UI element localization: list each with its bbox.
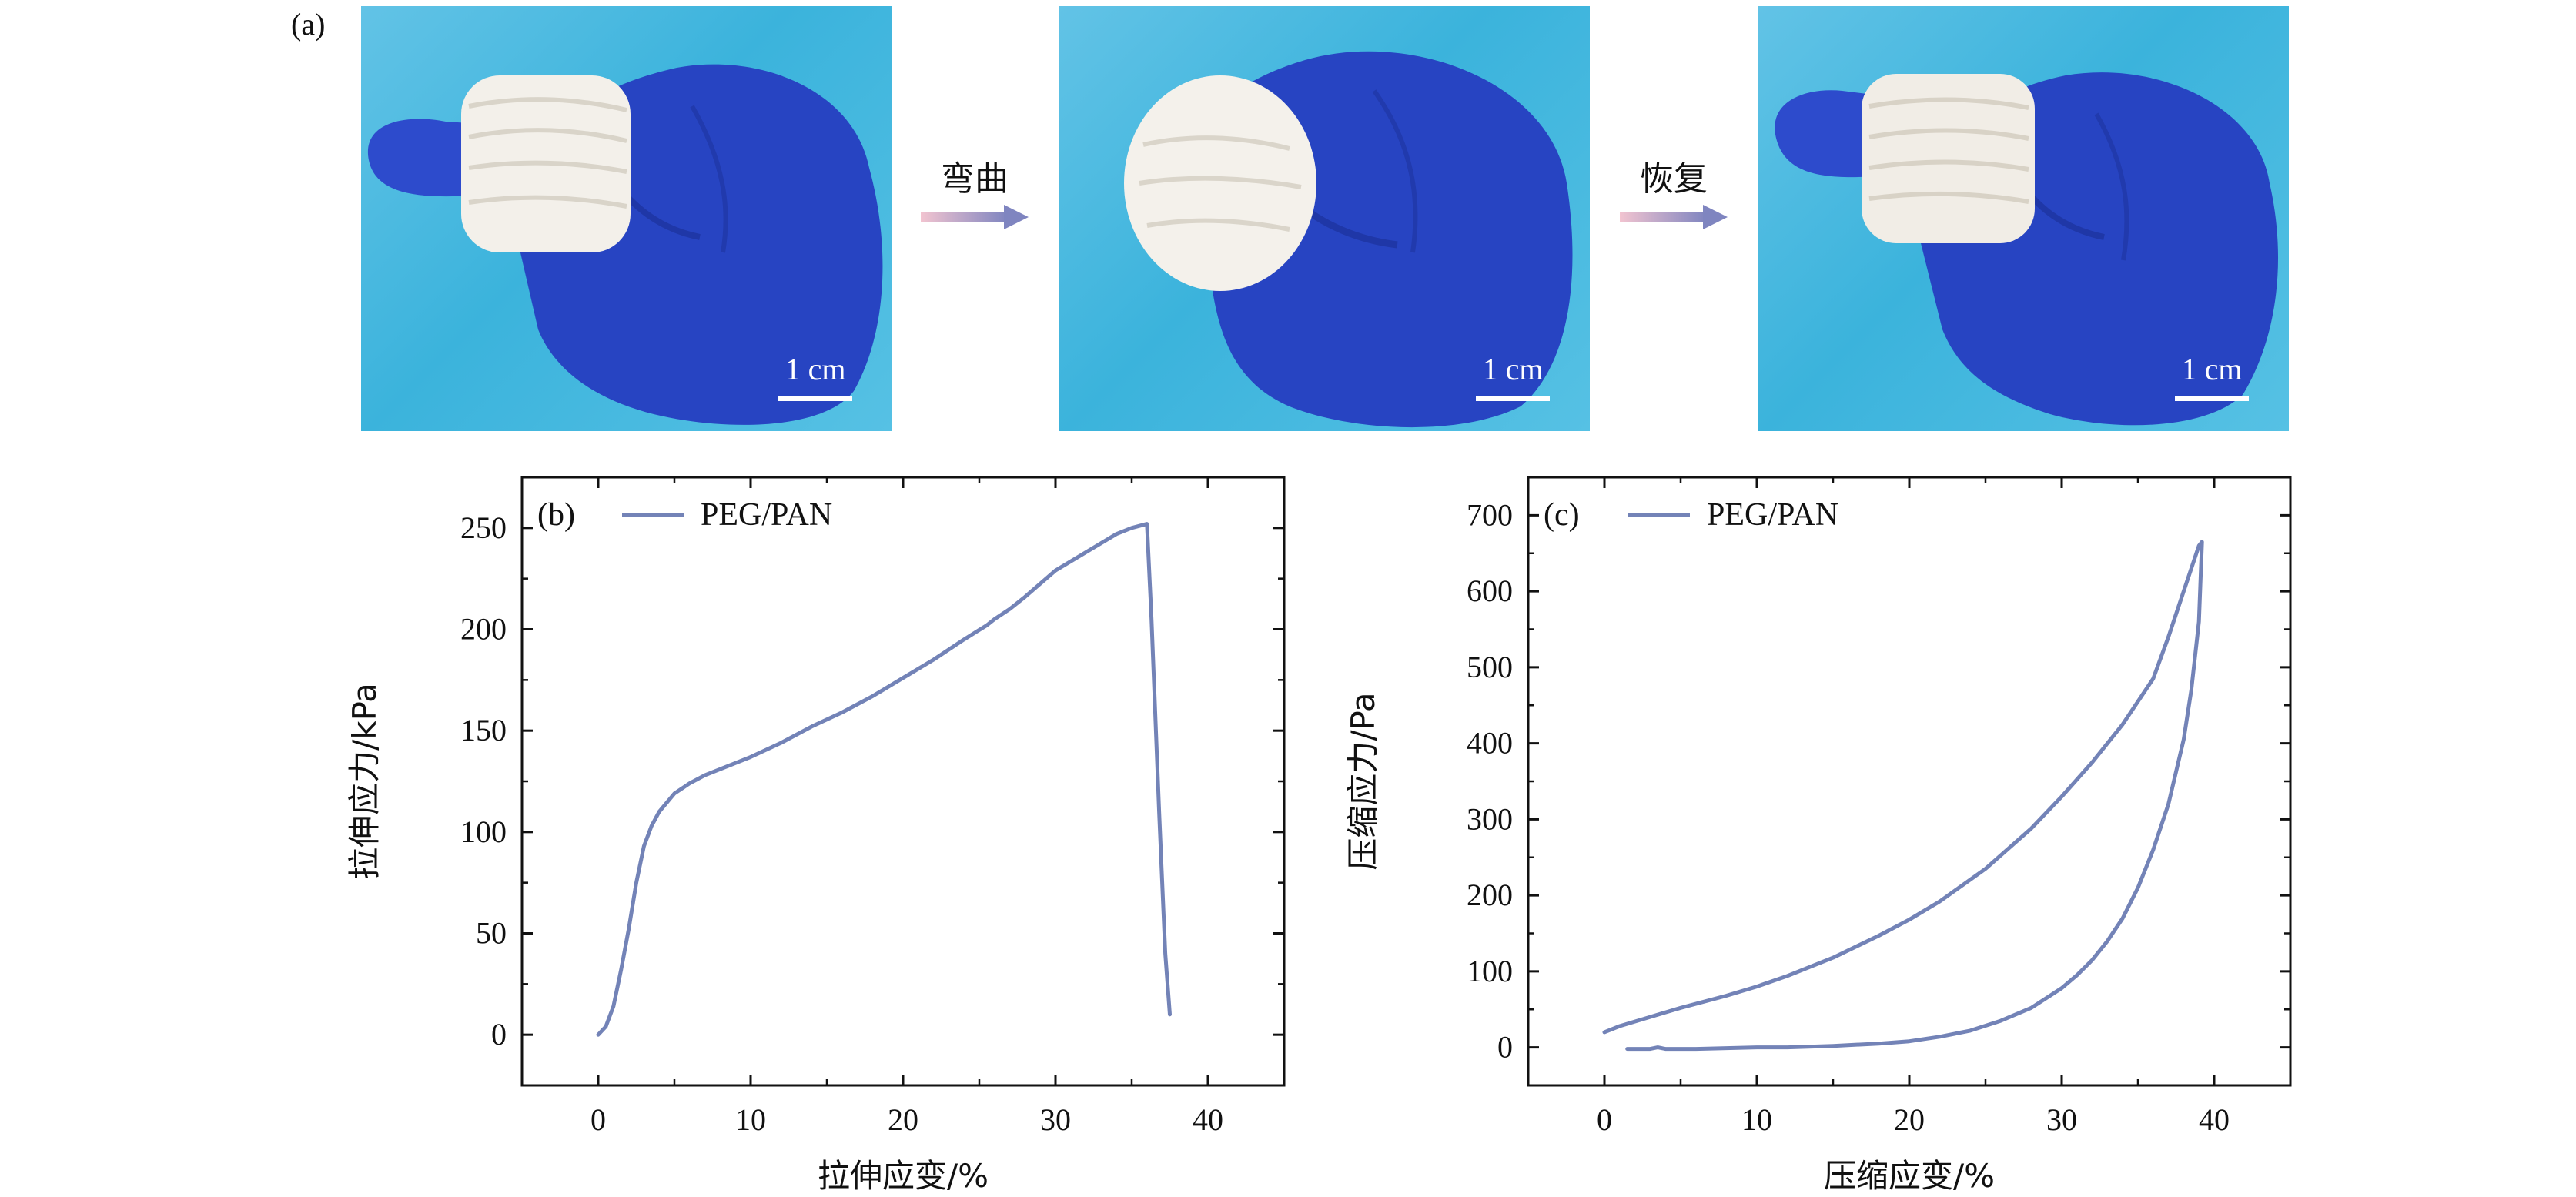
- glove-initial-illustration: [367, 64, 883, 425]
- x-tick-label: 20: [888, 1102, 918, 1137]
- scale-bar: [2175, 396, 2249, 401]
- x-tick-label: 40: [2199, 1102, 2230, 1137]
- x-tick-label: 30: [2046, 1102, 2077, 1137]
- y-tick-label: 700: [1467, 497, 1513, 532]
- photo-glove-bent: 1 cm: [1059, 6, 1590, 431]
- y-tick-label: 600: [1467, 573, 1513, 608]
- y-axis-label: 拉伸应力/kPa: [346, 683, 383, 880]
- y-tick-label: 100: [1467, 954, 1513, 988]
- y-tick-label: 200: [1467, 878, 1513, 912]
- legend-label: PEG/PAN: [1707, 497, 1838, 533]
- scale-bar: [1476, 396, 1550, 401]
- y-tick-label: 250: [460, 510, 507, 545]
- arrow-right-icon: [1620, 205, 1728, 229]
- photo-glove-recovered: 1 cm: [1758, 6, 2289, 431]
- scale-bar-label: 1 cm: [785, 352, 846, 386]
- plot-frame: [1527, 476, 2292, 1087]
- series-line-0: [596, 522, 1172, 1037]
- scale-bar-label: 1 cm: [2181, 352, 2243, 386]
- x-axis-label: 压缩应变/%: [1824, 1157, 1995, 1195]
- scale-bar: [778, 396, 852, 401]
- y-tick-label: 500: [1467, 650, 1513, 684]
- y-tick-label: 0: [1497, 1030, 1513, 1065]
- y-tick-label: 400: [1467, 726, 1513, 761]
- y-tick-label: 100: [460, 814, 507, 849]
- scale-bar-label: 1 cm: [1482, 352, 1544, 386]
- legend-label: PEG/PAN: [701, 497, 832, 533]
- glove-recovered-illustration: [1775, 72, 2279, 426]
- y-tick-label: 300: [1467, 801, 1513, 836]
- y-tick-label: 150: [460, 713, 507, 747]
- x-tick-label: 0: [590, 1102, 606, 1137]
- panel-label: (c): [1544, 497, 1580, 533]
- arrow-right-icon: [921, 205, 1029, 229]
- x-tick-label: 10: [1741, 1102, 1772, 1137]
- x-tick-label: 40: [1193, 1102, 1223, 1137]
- y-tick-label: 50: [476, 916, 507, 951]
- y-tick-label: 200: [460, 612, 507, 647]
- glove-bent-illustration: [1124, 51, 1573, 428]
- y-tick-label: 0: [491, 1017, 507, 1052]
- photo-glove-initial: 1 cm: [361, 6, 892, 431]
- arrow-label-recover: 恢复: [1640, 159, 1708, 199]
- series-line-0: [1602, 540, 2204, 1052]
- y-axis-label: 压缩应力/Pa: [1344, 692, 1382, 870]
- x-tick-label: 30: [1040, 1102, 1071, 1137]
- x-tick-label: 10: [735, 1102, 766, 1137]
- x-tick-label: 0: [1597, 1102, 1612, 1137]
- x-tick-label: 20: [1894, 1102, 1925, 1137]
- panel-a-label: (a): [291, 7, 326, 42]
- panel-label: (b): [537, 497, 575, 533]
- x-axis-label: 拉伸应变/%: [818, 1157, 989, 1195]
- arrow-label-bend: 弯曲: [941, 159, 1009, 199]
